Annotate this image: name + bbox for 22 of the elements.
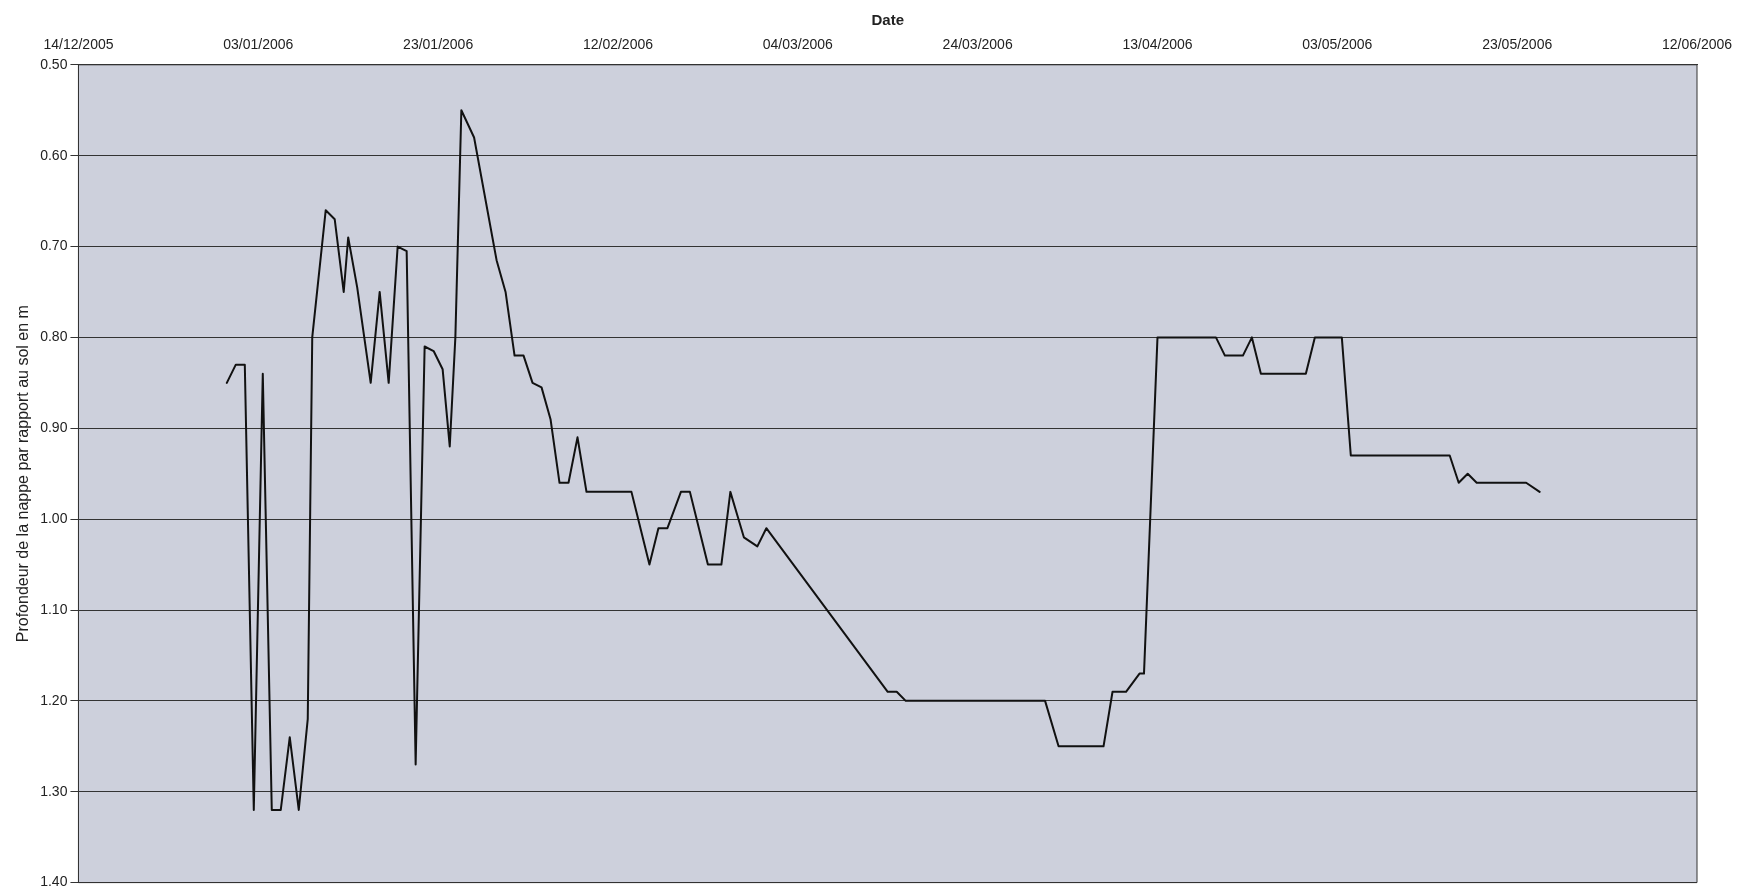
x-tick-label: 03/05/2006 xyxy=(1302,36,1373,53)
y-tick-label: 0.50 xyxy=(40,55,68,72)
x-tick-label: 13/04/2006 xyxy=(1122,36,1193,53)
y-tick-label: 1.30 xyxy=(40,782,68,799)
x-tick-label: 23/05/2006 xyxy=(1482,36,1553,53)
x-tick-label: 24/03/2006 xyxy=(942,36,1013,53)
x-tick-label: 23/01/2006 xyxy=(403,36,474,53)
y-tick-label: 1.20 xyxy=(40,691,68,708)
x-tick-label: 14/12/2005 xyxy=(43,36,114,53)
y-tick-label: 0.70 xyxy=(40,237,68,254)
y-tick-label: 1.00 xyxy=(40,509,68,526)
x-tick-label: 03/01/2006 xyxy=(223,36,294,53)
y-axis-title: Profondeur de la nappe par rapport au sol en m xyxy=(14,305,32,643)
y-tick-label: 1.40 xyxy=(40,873,68,890)
x-tick-label: 12/06/2006 xyxy=(1661,36,1733,53)
y-tick-label: 0.90 xyxy=(40,419,68,436)
y-tick-label: 0.60 xyxy=(40,146,68,163)
x-tick-label: 04/03/2006 xyxy=(762,36,834,53)
y-tick-label: 0.80 xyxy=(40,328,68,345)
x-axis-title: Date xyxy=(871,11,904,29)
y-tick-label: 1.10 xyxy=(40,600,68,617)
x-tick-label: 12/02/2006 xyxy=(582,36,654,53)
